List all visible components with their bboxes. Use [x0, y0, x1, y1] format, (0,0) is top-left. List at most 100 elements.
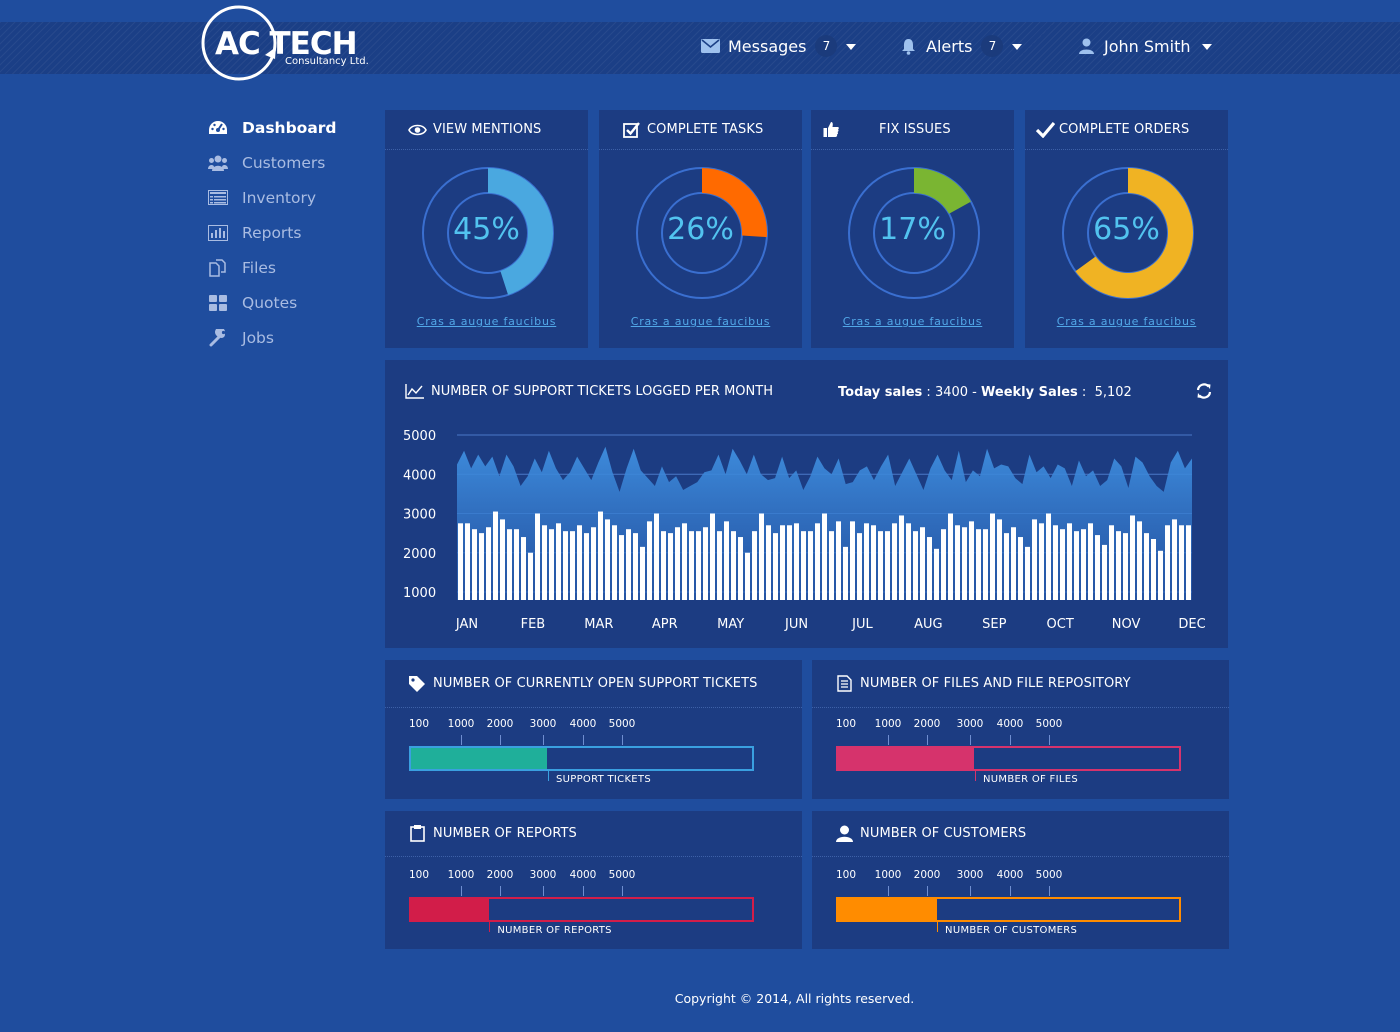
gauge-tick-label: 3000 — [956, 869, 984, 881]
kpi-link[interactable]: Cras a augue faucibus — [1056, 315, 1197, 328]
y-tick-label: 4000 — [403, 468, 436, 483]
bar — [1172, 519, 1177, 600]
bar — [1074, 531, 1079, 600]
sidebar-item-dashboard[interactable]: Dashboard — [207, 110, 367, 145]
sidebar-item-reports[interactable]: Reports — [207, 215, 367, 250]
bar — [850, 521, 855, 600]
gauge-card-customers: NUMBER OF CUSTOMERS 100 1000 2000 3000 4000 5… — [812, 811, 1229, 949]
gauge-tick-mark — [1049, 886, 1050, 896]
kpi-link[interactable]: Cras a augue faucibus — [630, 315, 771, 328]
line-chart-icon — [405, 382, 425, 400]
bar — [514, 529, 519, 600]
bar — [1179, 525, 1184, 600]
kpi-title: COMPLETE TASKS — [647, 122, 764, 137]
logo[interactable]: AC TECH Consultancy Ltd. — [201, 5, 381, 83]
bar-chart-icon — [207, 224, 229, 242]
thumbs-up-icon — [821, 121, 841, 139]
bar — [808, 531, 813, 600]
kpi-card-complete-tasks: COMPLETE TASKS 26% Cras a augue faucibus — [599, 110, 802, 348]
y-tick-label: 5000 — [403, 429, 436, 444]
gauge-tick-mark — [622, 735, 623, 745]
sidebar-item-label: Files — [242, 258, 277, 277]
gauge-tick-label: 1000 — [874, 718, 902, 730]
bar — [815, 523, 820, 600]
gauge-value-marker — [937, 922, 939, 932]
inventory-icon — [207, 189, 229, 207]
gauge-card-reports: NUMBER OF REPORTS 100 1000 2000 3000 4000 500… — [385, 811, 802, 949]
gauge-tick-mark — [970, 735, 971, 745]
refresh-icon[interactable] — [1195, 382, 1213, 400]
bar — [458, 523, 463, 600]
x-tick-label: OCT — [1047, 617, 1074, 632]
bar — [696, 531, 701, 600]
bar — [1123, 533, 1128, 600]
bar — [885, 531, 890, 600]
bar — [731, 531, 736, 600]
bar — [1137, 521, 1142, 600]
sidebar-item-label: Inventory — [242, 188, 317, 207]
bar — [836, 521, 841, 600]
sidebar-item-customers[interactable]: Customers — [207, 145, 367, 180]
messages-menu[interactable]: Messages 7 — [700, 34, 857, 58]
support-tickets-chart-panel: NUMBER OF SUPPORT TICKETS LOGGED PER MON… — [385, 360, 1228, 648]
x-tick-label: FEB — [521, 617, 546, 632]
bar — [1032, 519, 1037, 600]
today-sales-label: Today sales — [838, 385, 923, 400]
bar — [521, 537, 526, 600]
chevron-down-icon — [846, 44, 857, 50]
bar — [710, 513, 715, 600]
gauge-bar — [409, 897, 754, 922]
bar — [1018, 537, 1023, 600]
x-tick-label: DEC — [1178, 617, 1205, 632]
gauge-tick-label: 4000 — [996, 869, 1024, 881]
bar — [703, 527, 708, 600]
files-icon — [207, 258, 229, 277]
bar — [976, 529, 981, 600]
bar — [780, 525, 785, 600]
y-tick-label: 2000 — [403, 547, 436, 562]
alerts-label: Alerts — [926, 36, 973, 56]
sidebar-item-files[interactable]: Files — [207, 250, 367, 285]
kpi-card-fix-issues: FIX ISSUES 17% Cras a augue faucibus — [811, 110, 1014, 348]
gauge-tick-label: 1000 — [874, 869, 902, 881]
user-menu[interactable]: John Smith — [1076, 34, 1213, 58]
bar — [654, 513, 659, 600]
document-icon — [834, 675, 854, 693]
bar — [843, 546, 848, 600]
gauge-tick-label: 100 — [835, 869, 857, 881]
gauge-tick-label: 3000 — [529, 869, 557, 881]
kpi-link[interactable]: Cras a augue faucibus — [842, 315, 983, 328]
footer-copyright: Copyright © 2014, All rights reserved. — [674, 991, 915, 1006]
logo-ring-icon — [201, 5, 277, 81]
bar — [647, 521, 652, 600]
messages-label: Messages — [728, 36, 807, 56]
bar — [598, 511, 603, 600]
gauge-tick-mark — [1010, 735, 1011, 745]
bar — [787, 525, 792, 600]
bar — [619, 535, 624, 600]
gauge-tick-mark — [888, 735, 889, 745]
gauge-tick-label: 2000 — [913, 869, 941, 881]
gauge-title: NUMBER OF REPORTS — [433, 826, 577, 841]
envelope-icon — [700, 38, 720, 54]
bar — [640, 546, 645, 600]
alerts-menu[interactable]: Alerts 7 — [898, 34, 1023, 58]
gauge-tick-mark — [927, 886, 928, 896]
gauge-tick-mark — [1010, 886, 1011, 896]
sidebar-item-inventory[interactable]: Inventory — [207, 180, 367, 215]
bar — [1165, 525, 1170, 600]
bar — [892, 523, 897, 600]
gauge-title: NUMBER OF CUSTOMERS — [860, 826, 1027, 841]
bar — [493, 511, 498, 600]
gauge-tick-label: 100 — [408, 869, 430, 881]
bar — [542, 525, 547, 600]
gauge-tick-mark — [461, 735, 462, 745]
bar — [738, 537, 743, 600]
bar — [556, 523, 561, 600]
bar — [745, 552, 750, 600]
sidebar-item-jobs[interactable]: Jobs — [207, 320, 367, 355]
kpi-link[interactable]: Cras a augue faucibus — [416, 315, 557, 328]
sidebar-item-quotes[interactable]: Quotes — [207, 285, 367, 320]
bar — [605, 519, 610, 600]
gauge-card-header: NUMBER OF REPORTS — [385, 811, 802, 857]
